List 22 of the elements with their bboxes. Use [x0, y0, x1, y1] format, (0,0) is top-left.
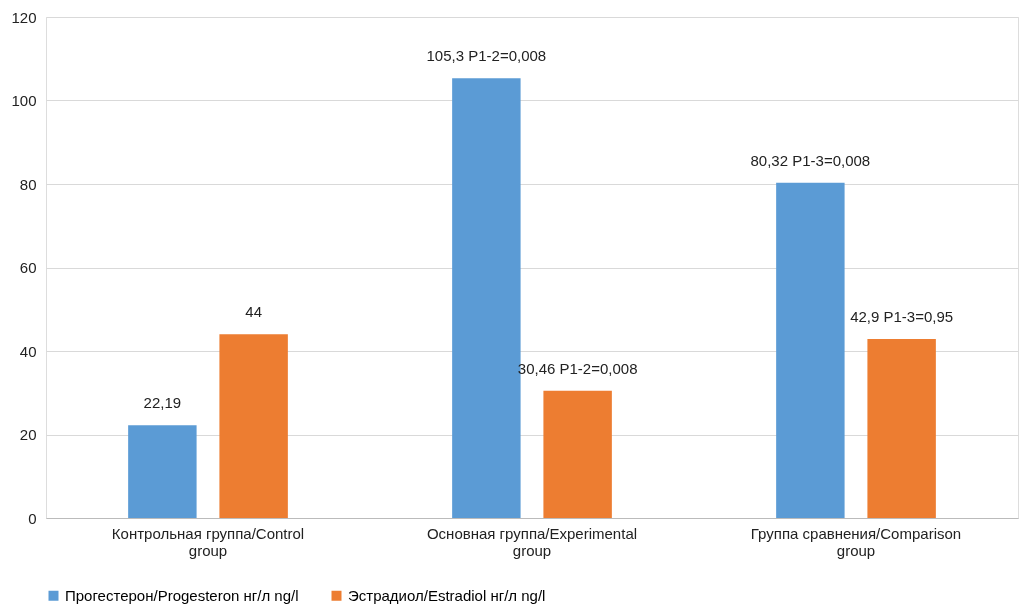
y-tick-label: 60 [19, 259, 37, 276]
bar [776, 182, 845, 518]
y-tick-label: 40 [19, 342, 37, 360]
bar [219, 334, 288, 518]
bar [128, 425, 197, 518]
bar [867, 338, 936, 518]
x-tick-label: Контрольная группа/Control group [111, 524, 305, 559]
y-tick-label: 120 [11, 8, 37, 26]
data-label: 105,3 P1-2=0,008 [426, 47, 547, 65]
y-tick-label: 100 [11, 92, 37, 109]
y-tick-label: 80 [19, 175, 37, 193]
y-tick-label: 0 [28, 509, 37, 527]
x-tick-label: Группа сравнения/Comparison group [750, 524, 962, 559]
legend-label: Прогестерон/Progesteron нг/л ng/l [65, 586, 299, 604]
data-label: 80,32 P1-3=0,008 [750, 151, 871, 169]
y-tick-label: 20 [19, 426, 37, 443]
legend-label: Эстрадиол/Estradiol нг/л ng/l [348, 586, 546, 604]
data-label: 44 [245, 303, 262, 321]
bar [543, 390, 612, 518]
data-label: 42,9 P1-3=0,95 [850, 307, 954, 325]
x-tick-label: Основная группа/Experimental group [426, 524, 638, 559]
data-label: 22,19 [143, 394, 182, 412]
